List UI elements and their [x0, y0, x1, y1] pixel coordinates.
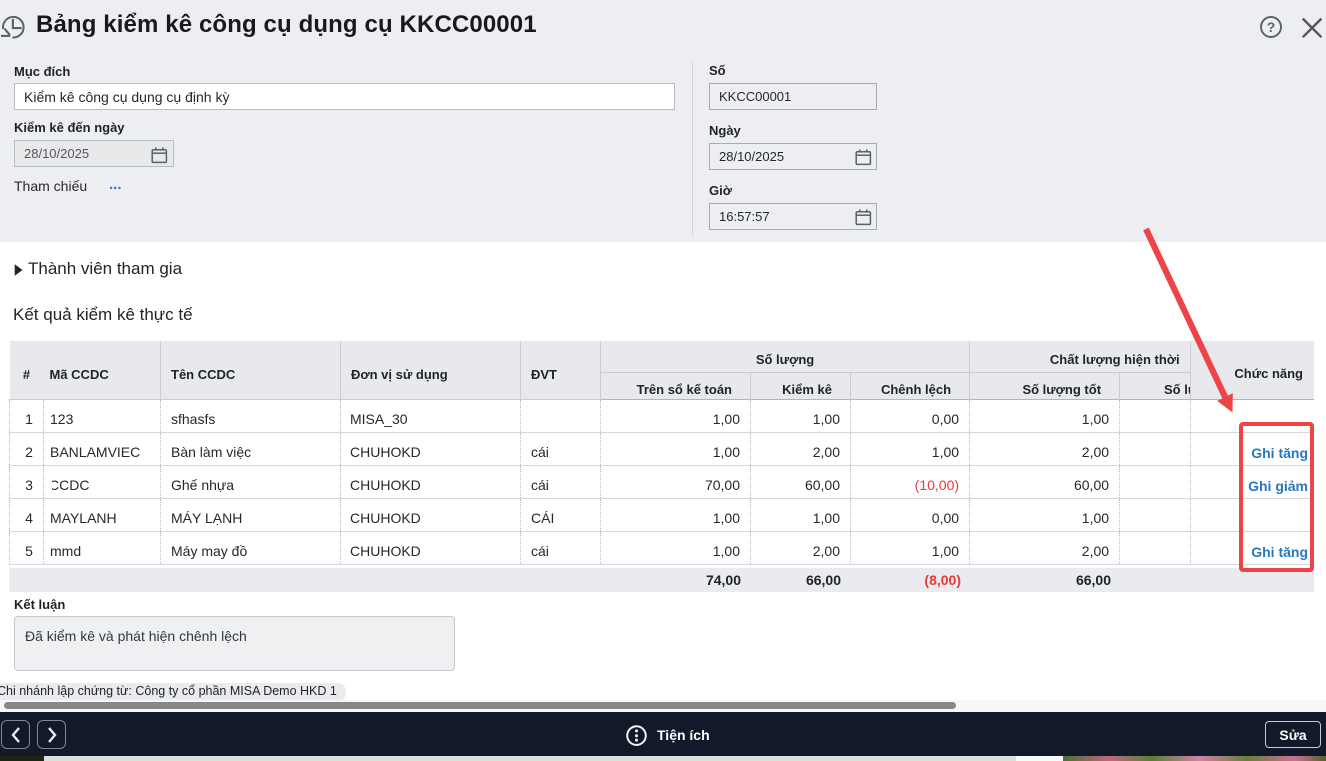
svg-text:?: ?: [1267, 19, 1276, 35]
